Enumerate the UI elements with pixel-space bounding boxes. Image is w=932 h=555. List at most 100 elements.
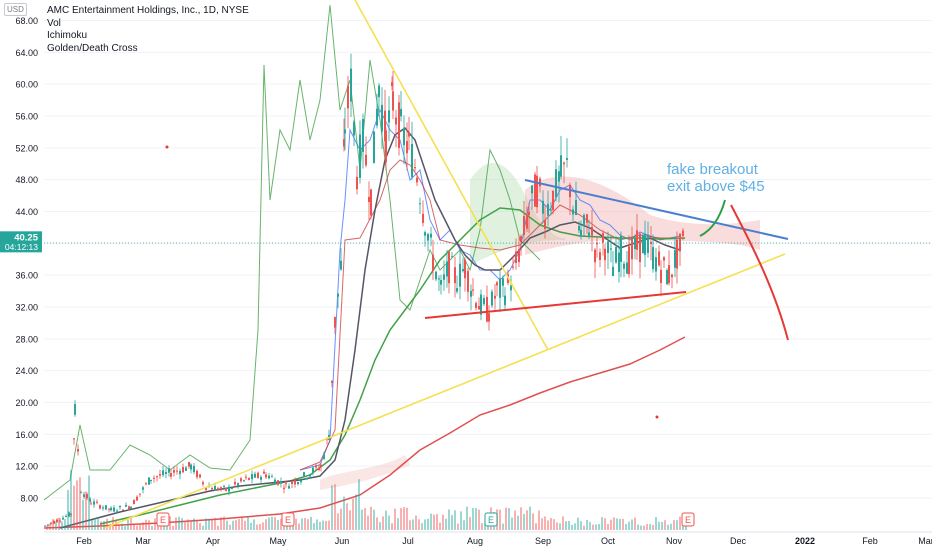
candle-body — [93, 501, 95, 505]
currency-badge[interactable]: USD — [4, 3, 27, 16]
candle-body — [544, 219, 546, 229]
volume-bar — [484, 523, 486, 530]
candle-body — [454, 267, 456, 284]
indicator-ichimoku[interactable]: Ichimoku — [47, 30, 88, 41]
price-axis[interactable]: 8.00 12.00 16.00 20.00 24.00 28.00 32.00 36.00 4… — [0, 16, 42, 504]
candle-body — [68, 512, 70, 517]
volume-bar — [634, 517, 636, 530]
candle-body — [182, 467, 184, 473]
candle-body — [499, 278, 501, 298]
x-tick-label: Apr — [206, 536, 220, 546]
candle-body — [294, 480, 296, 485]
volume-bar — [541, 518, 543, 530]
candle-body — [491, 291, 493, 306]
candle-body — [102, 507, 104, 509]
candle-body — [105, 505, 107, 510]
volume-bar — [559, 523, 561, 530]
candle-body — [596, 242, 598, 245]
volume-bar — [193, 518, 195, 530]
volume-bar — [223, 516, 225, 530]
time-axis[interactable]: Feb Mar Apr May Jun Jul Aug Sep Oct Nov Dec 2022 Feb… — [76, 536, 932, 546]
volume-bar — [262, 522, 264, 530]
candle-body — [300, 480, 302, 483]
volume-bar — [130, 516, 132, 530]
candle-body — [560, 155, 562, 177]
candle-body — [666, 270, 668, 285]
earnings-marker[interactable] — [484, 512, 498, 527]
candle-body — [416, 177, 418, 183]
candle-body — [658, 251, 660, 266]
candle-body — [291, 481, 293, 485]
candle-body — [165, 471, 167, 474]
candle-body — [271, 476, 273, 478]
candle-body — [139, 493, 141, 495]
volume-bar — [349, 510, 351, 530]
candle-body — [145, 483, 147, 485]
candle-body — [620, 235, 622, 262]
indicator-vol[interactable]: Vol — [47, 17, 61, 29]
volume-bar — [661, 522, 663, 530]
volume-bar — [316, 519, 318, 530]
volume-bar — [355, 494, 357, 530]
candle-body — [626, 262, 628, 274]
candle-body — [199, 474, 201, 478]
volume-bar — [454, 510, 456, 530]
volume-bar — [631, 519, 633, 530]
volume-bar — [100, 521, 102, 530]
candle-body — [604, 248, 606, 261]
candle-body — [193, 466, 195, 473]
candle-body — [378, 85, 380, 98]
earnings-marker[interactable] — [681, 512, 695, 527]
candle-body — [446, 261, 448, 277]
volume-bar — [58, 517, 60, 530]
volume-bar — [343, 496, 345, 530]
candle-body — [528, 211, 530, 215]
candle-body — [285, 483, 287, 485]
volume-bar — [532, 513, 534, 530]
candle-body — [578, 225, 580, 231]
earnings-marker-label: E — [488, 515, 494, 525]
candle-body — [136, 496, 138, 501]
volume-bar — [235, 520, 237, 530]
volume-bar — [352, 498, 354, 530]
volume-bar — [556, 522, 558, 530]
volume-bar — [367, 515, 369, 530]
volume-bar — [628, 521, 630, 530]
indicator-golden-death-cross[interactable]: Golden/Death Cross — [47, 42, 138, 54]
volume-bar — [109, 523, 111, 530]
volume-bar — [457, 523, 459, 530]
candle-body — [534, 174, 536, 207]
volume-bar — [73, 485, 75, 530]
volume-bar — [133, 524, 135, 530]
volume-bar — [466, 506, 468, 530]
candle-body — [116, 510, 118, 512]
volume-bar — [271, 516, 273, 530]
earnings-marker-label: E — [160, 515, 166, 525]
candle-body — [464, 259, 466, 279]
candle-body — [518, 249, 520, 263]
volume-bar — [103, 520, 105, 530]
candle-body — [623, 263, 625, 269]
x-tick-label: Feb — [76, 536, 92, 546]
earnings-marker[interactable] — [281, 512, 295, 527]
candle-body — [56, 519, 58, 522]
volume-bar — [127, 519, 129, 530]
volume-bar — [346, 503, 348, 530]
volume-bar — [244, 520, 246, 530]
volume-bar — [214, 517, 216, 530]
x-tick-label: Nov — [666, 536, 683, 546]
candle-body — [125, 504, 127, 507]
volume-bar — [430, 513, 432, 530]
candle-body — [130, 506, 132, 509]
candle-body — [108, 508, 110, 510]
earnings-marker[interactable] — [156, 512, 170, 527]
candle-body — [451, 256, 453, 258]
symbol-title[interactable]: AMC Entertainment Holdings, Inc., 1D, NY… — [47, 5, 249, 16]
y-tick-label: 48.00 — [15, 175, 38, 185]
volume-bar — [322, 520, 324, 530]
volume-bar — [106, 518, 108, 530]
volume-bar — [499, 509, 501, 530]
